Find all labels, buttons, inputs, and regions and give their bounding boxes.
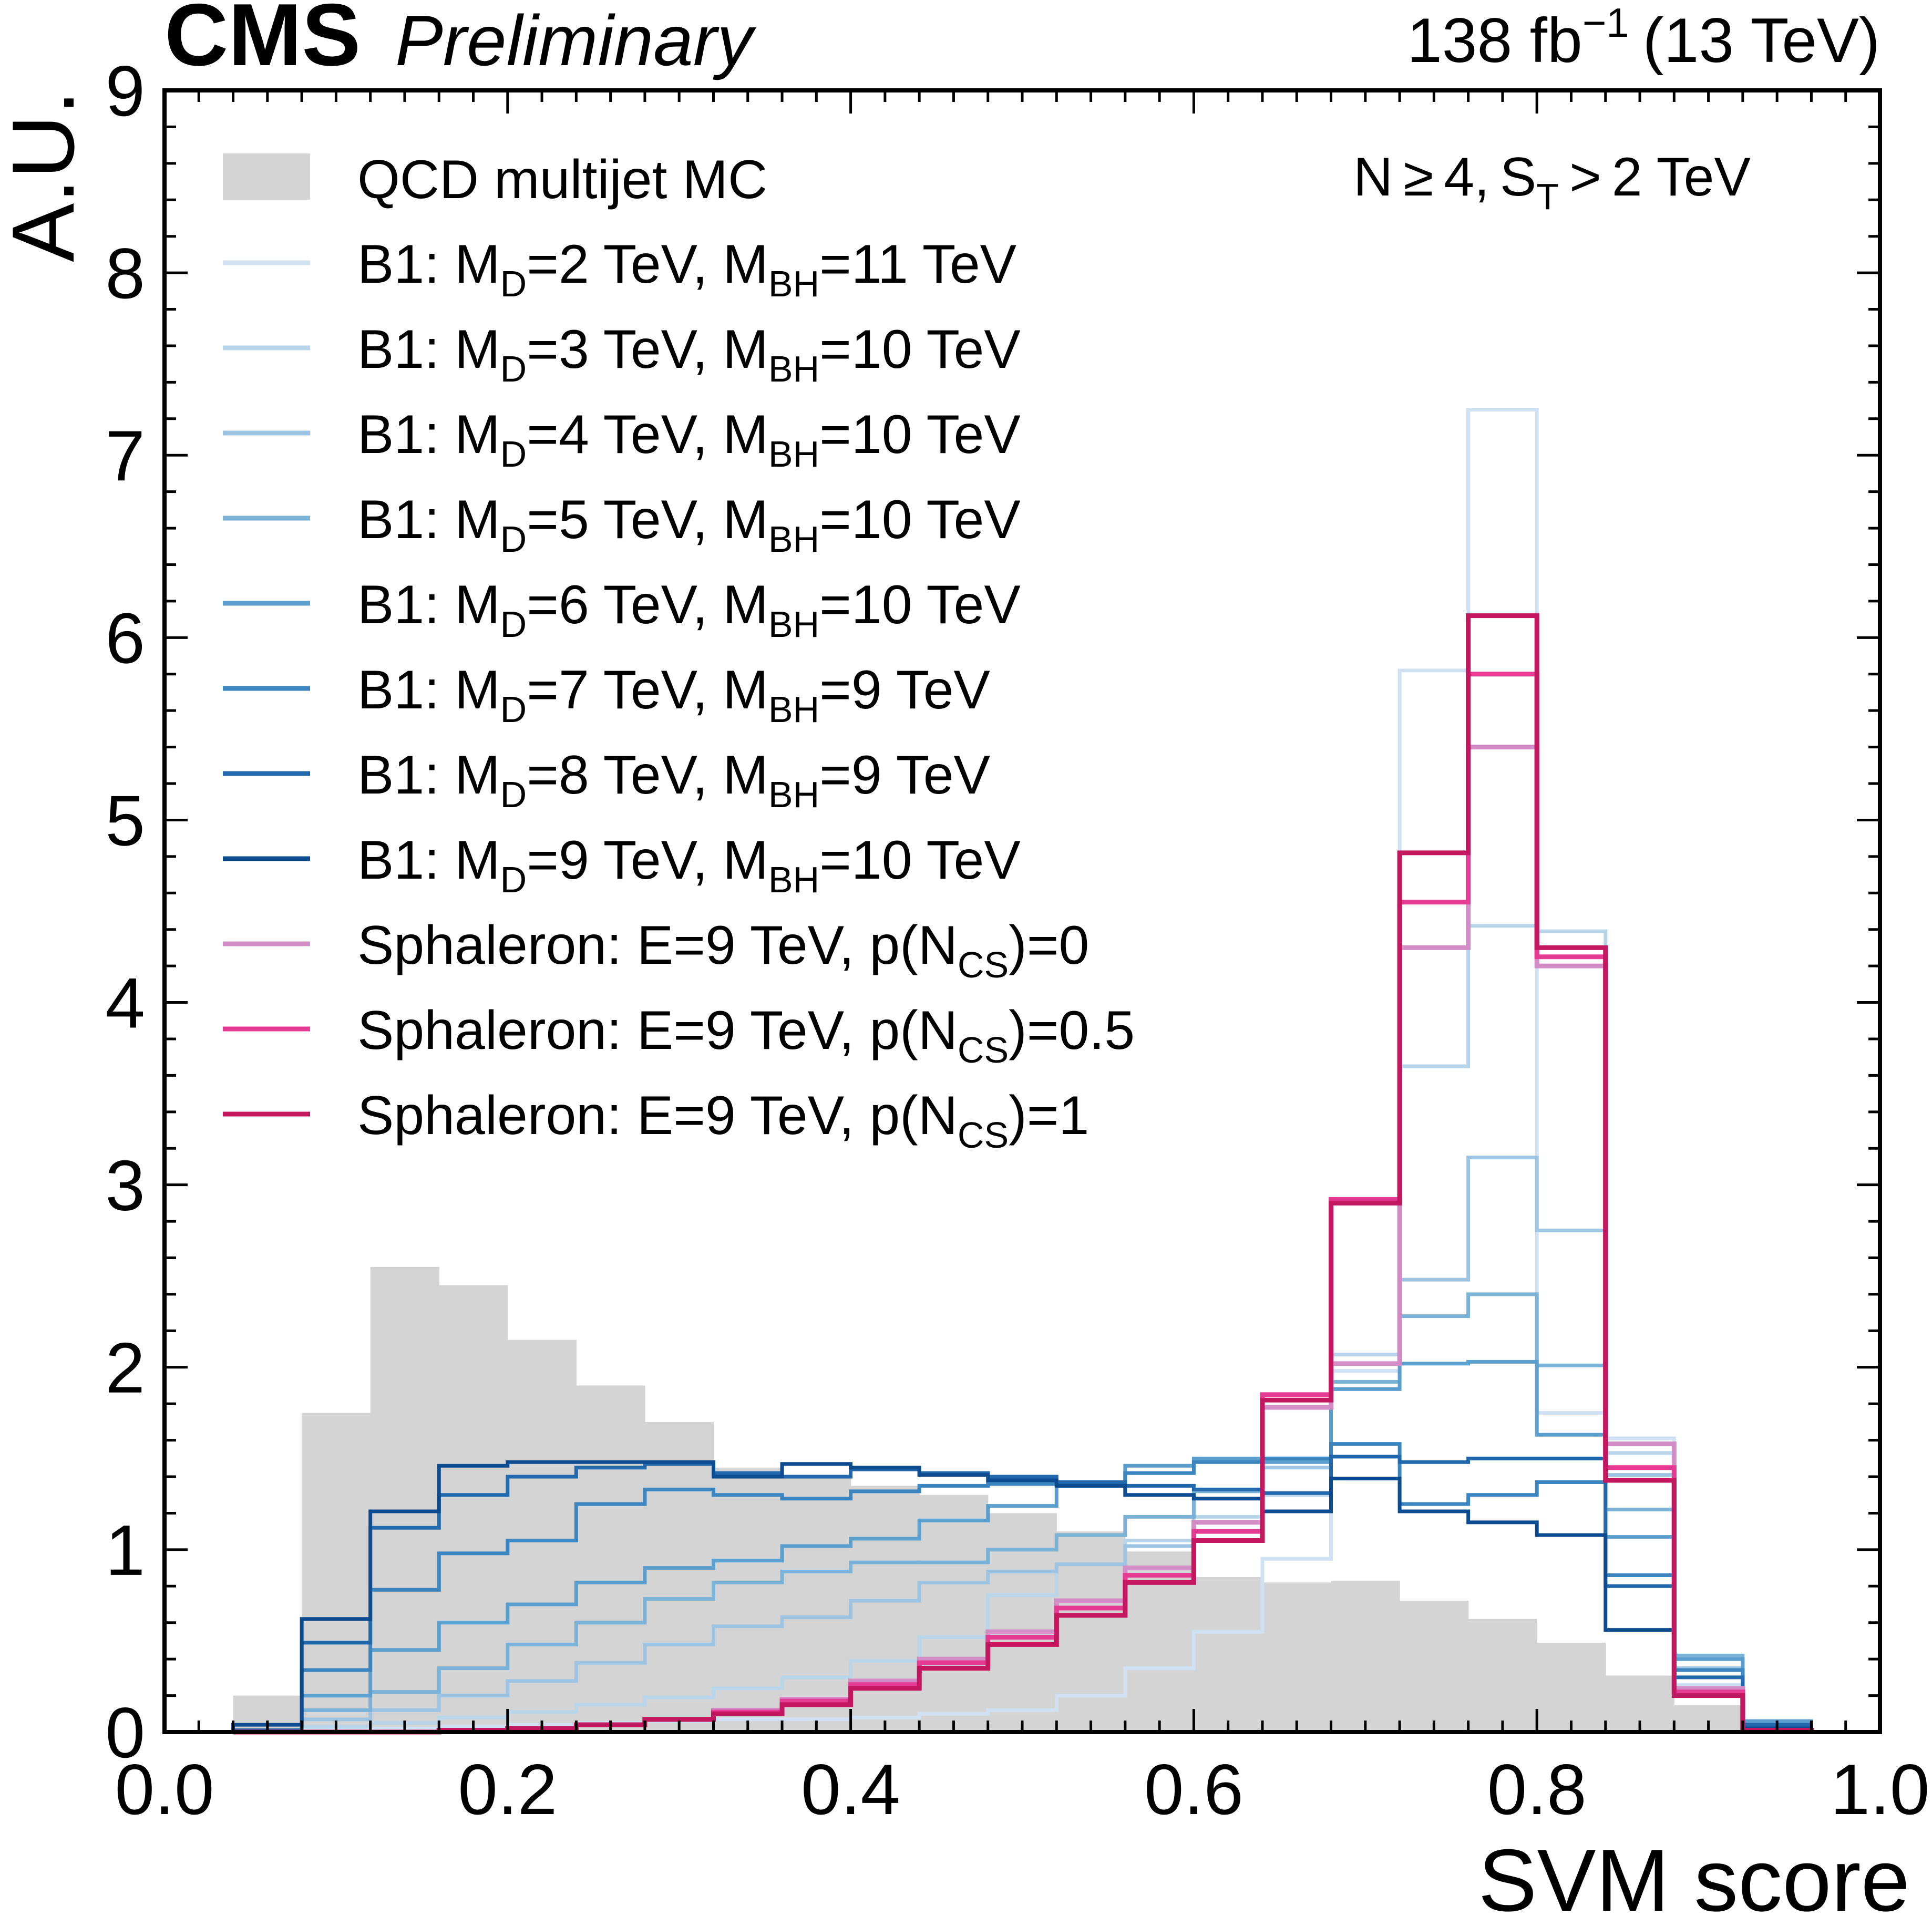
qcd-bin xyxy=(713,1467,783,1732)
legend-label-4: B1: MD=5 TeV, MBH=10 TeV xyxy=(357,489,1021,560)
selection-st-sub: T xyxy=(1536,176,1559,217)
x-tick-label: 0.2 xyxy=(458,1749,557,1829)
energy-label: (13 TeV) xyxy=(1643,5,1880,76)
selection-label: N ≥4, ST >2 TeV xyxy=(1353,147,1751,217)
legend-qcd-label: QCD multijet MC xyxy=(357,149,767,210)
qcd-bin xyxy=(644,1421,714,1732)
legend-label-6: B1: MD=7 TeV, MBH=9 TeV xyxy=(357,660,990,730)
qcd-bin xyxy=(1537,1642,1606,1732)
qcd-bin xyxy=(302,1413,371,1732)
y-tick-label: 2 xyxy=(105,1328,145,1408)
signal-line-6 xyxy=(233,1442,1813,1734)
axis-tick-labels: 0.0 0.2 0.4 0.6 0.8 1.0 0 1 2 3 4 5 6 7 8 9 xyxy=(105,51,1929,1829)
legend-label-10: Sphaleron: E=9 TeV, p(NCS)=0.5 xyxy=(357,1000,1135,1070)
selection-n: N xyxy=(1353,147,1393,208)
y-tick-label: 0 xyxy=(105,1693,145,1773)
qcd-bin xyxy=(507,1340,577,1732)
y-tick-label: 5 xyxy=(105,780,145,860)
y-tick-label: 7 xyxy=(105,416,145,496)
qcd-bin xyxy=(988,1513,1057,1732)
legend-label-2: B1: MD=3 TeV, MBH=10 TeV xyxy=(357,319,1021,389)
selection-n-value: 4, xyxy=(1444,147,1489,208)
experiment-label: CMS xyxy=(165,0,361,84)
qcd-bin xyxy=(919,1495,989,1732)
x-tick-label: 0.4 xyxy=(801,1749,900,1829)
x-axis-label: SVM score xyxy=(1478,1831,1910,1916)
luminosity-value: 138 fb xyxy=(1407,5,1582,76)
axis-ticks xyxy=(163,89,1882,1734)
y-axis-label: A.U. xyxy=(0,90,93,262)
y-tick-label: 9 xyxy=(105,51,145,131)
y-tick-label: 6 xyxy=(105,598,145,678)
qcd-bin xyxy=(576,1385,645,1732)
legend-qcd-swatch xyxy=(223,153,310,200)
y-tick-label: 8 xyxy=(105,233,145,313)
legend-label-7: B1: MD=8 TeV, MBH=9 TeV xyxy=(357,745,990,815)
selection-ge: ≥ xyxy=(1403,147,1433,208)
x-tick-label: 0.0 xyxy=(115,1749,214,1829)
selection-st: S xyxy=(1500,147,1536,208)
qcd-bin xyxy=(370,1266,439,1732)
x-tick-label: 0.8 xyxy=(1487,1749,1587,1829)
y-tick-label: 1 xyxy=(105,1510,145,1590)
selection-gt: > xyxy=(1569,147,1601,208)
qcd-bin xyxy=(1400,1601,1469,1732)
selection-st-value: 2 TeV xyxy=(1612,147,1751,208)
luminosity-label: 138 fb−1 (13 TeV) xyxy=(1407,0,1880,76)
signal-line-4 xyxy=(233,1292,1813,1734)
legend-label-9: Sphaleron: E=9 TeV, p(NCS)=0 xyxy=(357,915,1089,985)
legend: QCD multijet MC B1: MD=2 TeV, MBH=11 TeV… xyxy=(223,149,1135,1156)
legend-label-11: Sphaleron: E=9 TeV, p(NCS)=1 xyxy=(357,1085,1089,1156)
qcd-bin xyxy=(439,1285,508,1732)
y-tick-label: 4 xyxy=(105,963,145,1043)
y-tick-label: 3 xyxy=(105,1146,145,1225)
qcd-bin xyxy=(1194,1577,1263,1732)
qcd-bin xyxy=(1262,1582,1332,1732)
x-tick-label: 0.6 xyxy=(1144,1749,1244,1829)
signal-line-8 xyxy=(231,1460,1813,1732)
qcd-bin xyxy=(1125,1551,1194,1732)
x-tick-label: 1.0 xyxy=(1830,1749,1929,1829)
qcd-bin xyxy=(850,1486,920,1732)
qcd-bin xyxy=(782,1477,851,1732)
qcd-bin xyxy=(1056,1531,1126,1732)
qcd-bin xyxy=(1468,1619,1537,1732)
legend-label-1: B1: MD=2 TeV, MBH=11 TeV xyxy=(357,234,1016,304)
qcd-bin xyxy=(1331,1580,1400,1732)
legend-label-5: B1: MD=6 TeV, MBH=10 TeV xyxy=(357,574,1021,645)
legend-label-3: B1: MD=4 TeV, MBH=10 TeV xyxy=(357,404,1021,475)
status-label: Preliminary xyxy=(395,1,756,80)
signal-line-5 xyxy=(233,1359,1813,1734)
signal-line-3 xyxy=(233,1156,1813,1734)
luminosity-exponent: −1 xyxy=(1582,0,1629,46)
legend-label-8: B1: MD=9 TeV, MBH=10 TeV xyxy=(357,830,1021,900)
plot-area xyxy=(231,407,1814,1735)
